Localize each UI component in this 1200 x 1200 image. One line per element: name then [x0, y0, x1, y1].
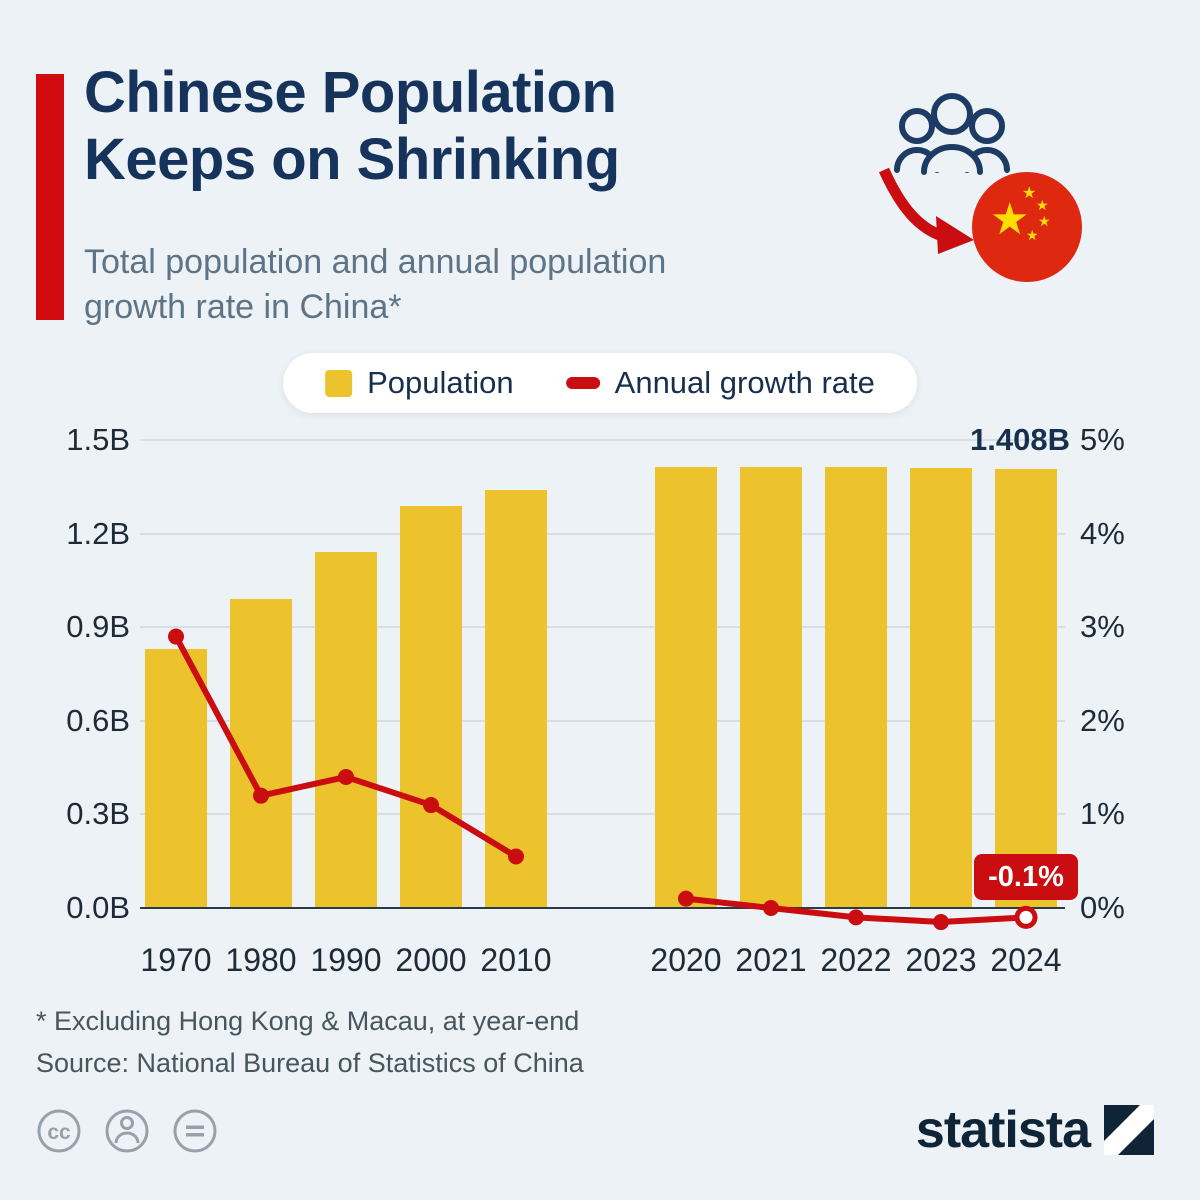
- x-axis-label: 2024: [990, 942, 1062, 978]
- x-axis-label: 2022: [820, 942, 892, 978]
- svg-text:cc: cc: [47, 1121, 71, 1144]
- y-axis-label-right: 0%: [1080, 890, 1125, 925]
- last-point-value-badge: -0.1%: [974, 854, 1078, 900]
- statista-logo[interactable]: statista: [916, 1100, 1154, 1160]
- page-subtitle: Total population and annual population g…: [84, 240, 666, 330]
- growth-point: [168, 628, 184, 645]
- china-flag-icon: ★ ★ ★ ★ ★: [972, 172, 1082, 282]
- svg-text:★: ★: [990, 195, 1029, 244]
- x-axis-label: 2021: [735, 942, 807, 978]
- statista-logomark-icon: [1104, 1105, 1154, 1155]
- source-text: Source: National Bureau of Statistics of…: [36, 1048, 584, 1078]
- last-bar-value-label: 1.408B: [970, 422, 1070, 457]
- decline-arrow-icon: [878, 167, 974, 254]
- attribution-icon[interactable]: [104, 1108, 150, 1154]
- y-axis-label-right: 5%: [1080, 422, 1125, 457]
- gridline: [140, 719, 1065, 722]
- population-bar: [655, 467, 717, 908]
- svg-text:★: ★: [1026, 227, 1039, 243]
- population-bar: [825, 467, 887, 908]
- y-axis-label-left: 1.5B: [66, 422, 130, 457]
- svg-text:★: ★: [1022, 185, 1036, 202]
- y-axis-label-right: 4%: [1080, 515, 1125, 551]
- growth-rate-swatch-icon: [565, 377, 600, 389]
- population-bar: [315, 552, 377, 908]
- statista-wordmark: statista: [915, 1101, 1091, 1159]
- page-title: Chinese Population Keeps on Shrinking: [84, 60, 620, 193]
- title-accent-bar: [36, 74, 64, 320]
- x-axis-label: 1990: [310, 942, 382, 978]
- y-axis-label-left: 1.2B: [66, 515, 130, 551]
- growth-point: [848, 909, 864, 926]
- y-axis-label-right: 1%: [1080, 796, 1125, 832]
- population-bar: [230, 599, 292, 908]
- population-bar: [485, 489, 547, 908]
- x-axis-label: 1980: [225, 942, 297, 978]
- legend-item-population: Population: [325, 365, 514, 401]
- gridline: [140, 532, 1065, 535]
- cc-license-icon[interactable]: cc: [36, 1108, 82, 1154]
- population-bar: [995, 468, 1057, 908]
- license-icons: cc: [36, 1108, 218, 1154]
- title-line-2: Keeps on Shrinking: [84, 126, 620, 192]
- legend-label-population: Population: [367, 365, 514, 400]
- population-bar: [145, 649, 207, 908]
- footnotes: * Excluding Hong Kong & Macau, at year-e…: [36, 1000, 584, 1084]
- people-icon-front: [921, 93, 983, 175]
- population-bar: [400, 505, 462, 908]
- gridline: [140, 439, 1065, 441]
- y-axis-label-right: 3%: [1080, 609, 1125, 645]
- title-line-1: Chinese Population: [84, 60, 617, 125]
- x-axis-label: 2010: [480, 942, 552, 978]
- gridline: [140, 626, 1065, 629]
- legend-label-growth: Annual growth rate: [614, 365, 875, 400]
- y-axis-label-left: 0.3B: [66, 796, 130, 832]
- legend-item-growth: Annual growth rate: [565, 365, 875, 401]
- svg-text:★: ★: [1036, 197, 1049, 213]
- y-axis-label-left: 0.0B: [66, 890, 130, 925]
- population-bar: [740, 467, 802, 908]
- growth-point: [933, 914, 949, 931]
- x-axis-label: 2020: [650, 942, 722, 978]
- y-axis-label-right: 2%: [1080, 702, 1125, 738]
- subtitle-line-1: Total population and annual population: [84, 243, 667, 281]
- svg-text:★: ★: [1038, 213, 1051, 229]
- x-axis-line: [140, 907, 1065, 909]
- footnote-text: * Excluding Hong Kong & Macau, at year-e…: [36, 1006, 580, 1036]
- y-axis-label-left: 0.9B: [66, 609, 130, 645]
- x-axis-label: 1970: [140, 942, 212, 978]
- no-derivatives-icon[interactable]: [172, 1108, 218, 1154]
- population-bar: [910, 468, 972, 908]
- population-swatch-icon: [325, 369, 353, 397]
- x-axis-label: 2023: [905, 942, 977, 978]
- subtitle-line-2: growth rate in China*: [84, 287, 402, 326]
- y-axis-label-left: 0.6B: [66, 702, 130, 738]
- legend: Population Annual growth rate: [283, 353, 917, 413]
- growth-point: [1014, 905, 1038, 929]
- gridline: [140, 813, 1065, 816]
- header-illustration: ★ ★ ★ ★ ★: [878, 93, 1082, 282]
- x-axis-label: 2000: [395, 942, 467, 978]
